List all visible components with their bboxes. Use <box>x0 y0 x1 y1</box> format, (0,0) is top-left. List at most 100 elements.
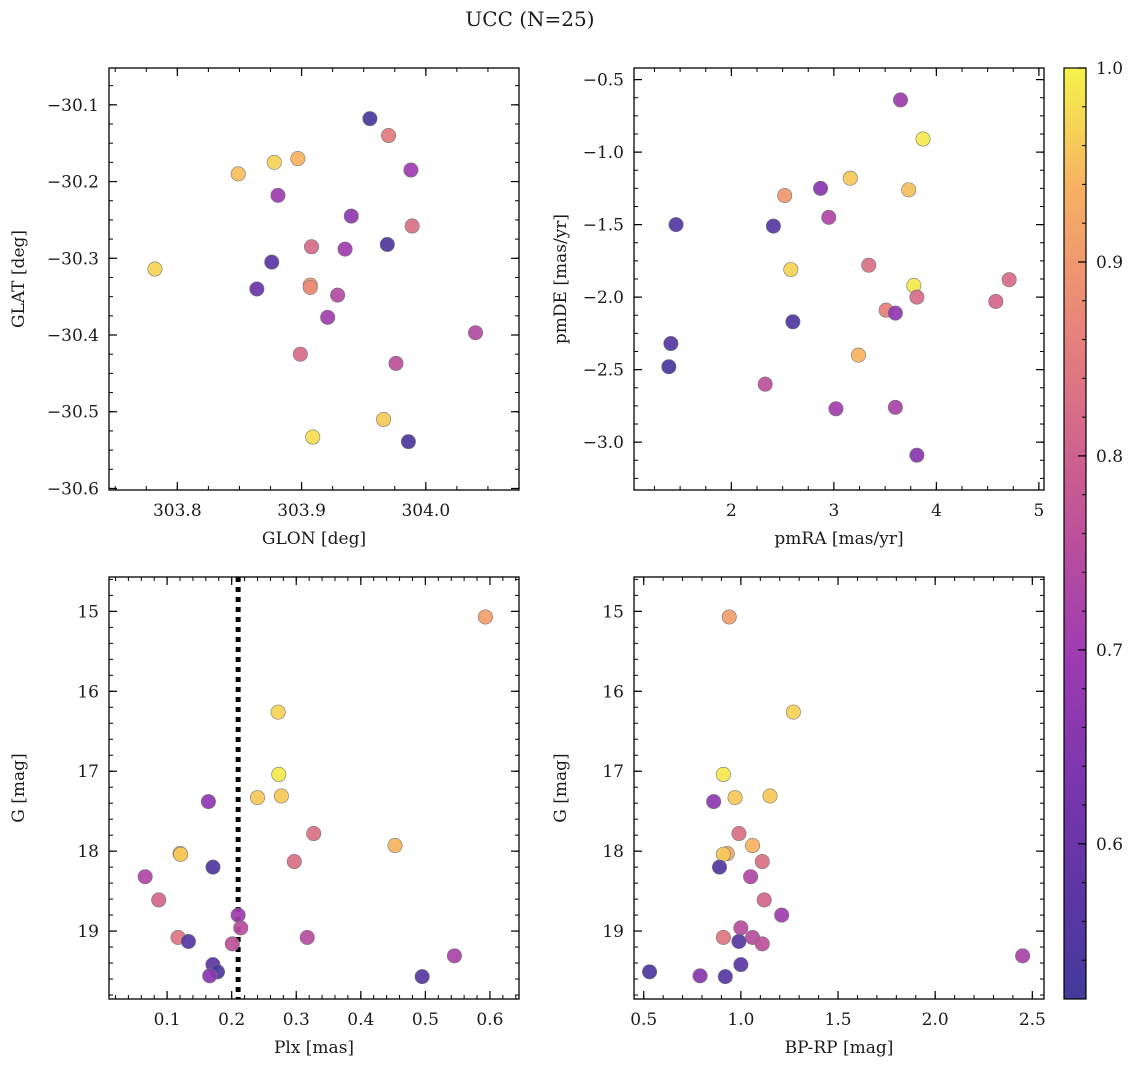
panel-position: 303.8 303.9 304.0 −30.1 −30.2 −30.3 −30.4 −30.5… <box>9 67 520 549</box>
scatter-point <box>320 309 336 325</box>
scatter-point <box>901 182 917 198</box>
scatter-point <box>661 359 677 375</box>
scatter-point <box>468 325 484 341</box>
x-tick-label: 2.5 <box>1019 1010 1046 1030</box>
scatter-point <box>137 869 153 885</box>
colorbar-tick-label: 1.0 <box>1096 59 1123 79</box>
scatter-point <box>731 933 747 949</box>
scatter-points <box>661 92 1017 463</box>
y-axis-label: pmDE [mas/yr] <box>551 214 571 344</box>
x-axis-label: GLON [deg] <box>262 529 366 549</box>
scatter-points <box>642 609 1031 985</box>
scatter-point <box>270 187 286 203</box>
scatter-point <box>988 293 1004 309</box>
scatter-point <box>821 209 837 225</box>
y-tick-label: 16 <box>602 682 624 702</box>
scatter-point <box>765 218 781 234</box>
scatter-point <box>387 838 403 854</box>
y-tick-label: 18 <box>77 842 99 862</box>
y-tick-label: 18 <box>602 842 624 862</box>
scatter-point <box>477 609 493 625</box>
scatter-point <box>731 826 747 842</box>
scatter-point <box>264 254 280 270</box>
scatter-point <box>376 411 392 427</box>
y-tick-label: 19 <box>602 922 624 942</box>
scatter-points <box>147 111 484 450</box>
scatter-point <box>404 218 420 234</box>
scatter-point <box>180 933 196 949</box>
scatter-point <box>754 854 770 870</box>
x-tick-label: 0.1 <box>154 1010 181 1030</box>
y-tick-label: −0.5 <box>583 71 624 91</box>
plot-frame <box>108 67 520 491</box>
scatter-point <box>1001 272 1017 288</box>
y-tick-label: −30.2 <box>47 173 99 193</box>
scatter-point <box>200 794 216 810</box>
scatter-point <box>727 790 743 806</box>
colorbar-tick-label: 0.9 <box>1096 253 1123 273</box>
y-axis-label: G [mag] <box>9 753 29 822</box>
minor-ticks <box>634 68 1044 490</box>
y-tick-label: −30.1 <box>47 96 99 116</box>
scatter-point <box>745 838 761 854</box>
scatter-points <box>137 609 493 985</box>
scatter-point <box>381 128 397 144</box>
y-tick-label: −2.0 <box>583 288 624 308</box>
scatter-point <box>757 376 773 392</box>
scatter-point <box>224 936 240 952</box>
y-tick-label: −1.5 <box>583 216 624 236</box>
scatter-point <box>305 429 321 445</box>
x-tick-label: 4 <box>931 501 942 521</box>
scatter-point <box>717 969 733 985</box>
x-tick-label: 303.9 <box>277 501 326 521</box>
x-tick-label: 0.2 <box>218 1010 245 1030</box>
scatter-point <box>266 154 282 170</box>
scatter-point <box>337 241 353 257</box>
scatter-point <box>388 355 404 371</box>
y-tick-label: 19 <box>77 922 99 942</box>
scatter-point <box>733 920 749 936</box>
scatter-point <box>711 859 727 875</box>
scatter-point <box>330 287 346 303</box>
scatter-point <box>446 948 462 964</box>
scatter-point <box>909 447 925 463</box>
scatter-point <box>271 766 287 782</box>
y-tick-label: −1.0 <box>583 143 624 163</box>
y-tick-label: −30.3 <box>47 249 99 269</box>
scatter-point <box>762 788 778 804</box>
scatter-point <box>642 964 658 980</box>
minor-ticks <box>634 577 1044 999</box>
scatter-point <box>915 131 931 147</box>
scatter-point <box>400 434 416 450</box>
scatter-point <box>706 794 722 810</box>
scatter-point <box>850 347 866 363</box>
plot-frame <box>633 576 1045 1000</box>
x-tick-label: 5 <box>1033 501 1044 521</box>
y-tick-label: −30.6 <box>47 479 99 499</box>
x-tick-label: 1.5 <box>825 1010 852 1030</box>
scatter-point <box>273 788 289 804</box>
x-tick-label: 303.8 <box>153 501 202 521</box>
x-tick-label: 0.5 <box>630 1010 657 1030</box>
scatter-point <box>1015 948 1031 964</box>
scatter-point <box>774 907 790 923</box>
colorbar-tick-label: 0.8 <box>1096 447 1123 467</box>
scatter-point <box>379 236 395 252</box>
scatter-point <box>302 279 318 295</box>
scatter-point <box>715 766 731 782</box>
scatter-point <box>777 188 793 204</box>
scatter-point <box>785 314 801 330</box>
scatter-point <box>249 281 265 297</box>
scatter-point <box>909 289 925 305</box>
scatter-point <box>754 936 770 952</box>
scatter-point <box>887 305 903 321</box>
x-axis-label: BP-RP [mag] <box>785 1038 894 1058</box>
y-tick-label: 17 <box>77 762 99 782</box>
scatter-point <box>668 217 684 233</box>
y-tick-label: −3.0 <box>583 433 624 453</box>
panel-proper-motion: 2 3 4 5 −0.5 −1.0 −1.5 −2.0 −2.5 −3.0 pmRA [mas/yr… <box>551 67 1045 549</box>
x-tick-label: 0.3 <box>283 1010 310 1030</box>
y-tick-label: 16 <box>77 682 99 702</box>
scatter-point <box>230 166 246 182</box>
